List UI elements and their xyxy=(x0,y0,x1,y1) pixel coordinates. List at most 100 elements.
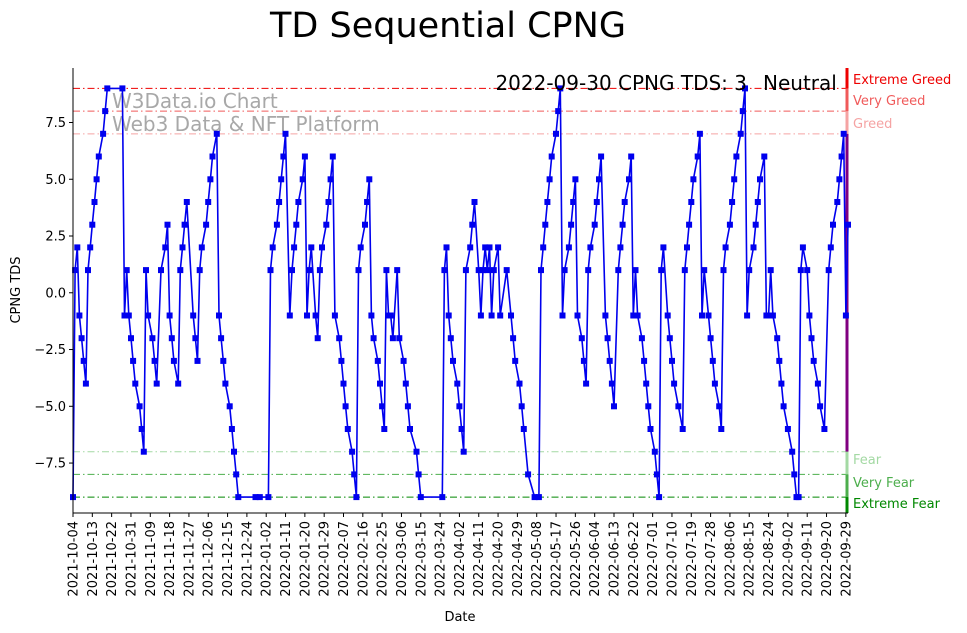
data-point xyxy=(548,153,555,160)
data-point xyxy=(177,267,184,274)
watermark-line-2: Web3 Data & NFT Platform xyxy=(112,112,380,136)
data-point xyxy=(123,267,130,274)
watermark-line-1: W3Data.io Chart xyxy=(112,89,278,113)
data-point xyxy=(166,312,173,319)
data-point xyxy=(355,267,362,274)
data-point xyxy=(194,357,201,364)
x-tick-label: 2022-08-24 xyxy=(762,521,777,597)
data-point xyxy=(370,335,377,342)
data-point xyxy=(319,244,325,251)
data-point xyxy=(769,312,776,319)
data-point xyxy=(598,153,605,160)
data-point xyxy=(482,244,489,251)
x-tick-label: 2022-06-04 xyxy=(588,521,603,597)
data-point xyxy=(553,130,559,137)
data-point xyxy=(125,312,132,319)
data-point xyxy=(757,176,763,183)
data-point xyxy=(351,471,358,478)
data-point xyxy=(591,221,598,228)
data-point xyxy=(203,221,210,228)
data-point xyxy=(280,153,287,160)
data-point xyxy=(252,494,259,501)
data-point xyxy=(443,244,450,251)
data-point xyxy=(647,426,654,432)
data-point xyxy=(718,426,725,432)
x-tick-label: 2022-09-02 xyxy=(781,521,796,597)
data-point xyxy=(439,494,446,501)
data-point xyxy=(830,221,836,228)
data-point xyxy=(158,267,164,274)
data-point xyxy=(342,403,349,410)
data-point xyxy=(450,357,456,364)
data-point xyxy=(136,403,143,410)
data-point xyxy=(362,221,368,228)
data-point xyxy=(404,403,411,410)
data-point xyxy=(357,244,364,251)
data-point xyxy=(574,312,581,319)
data-point xyxy=(615,267,622,274)
data-point xyxy=(316,267,323,274)
data-point xyxy=(596,176,602,183)
data-point xyxy=(78,335,85,342)
y-tick-label: 2.5 xyxy=(45,230,66,245)
data-point xyxy=(845,221,851,228)
data-point xyxy=(643,380,650,387)
data-point xyxy=(394,267,401,274)
data-point xyxy=(400,357,407,364)
y-axis-label: CPNG TDS xyxy=(9,256,24,323)
data-point xyxy=(619,221,626,228)
data-point xyxy=(282,130,289,137)
data-point xyxy=(222,380,229,387)
data-point xyxy=(130,357,137,364)
reference-lines xyxy=(73,87,848,498)
data-point xyxy=(121,312,128,319)
data-point xyxy=(621,199,628,205)
y-axis-ticks: −7.5 −5.0 −2.5 0.0 2.5 5.0 7.5 xyxy=(34,116,73,472)
data-point xyxy=(460,448,467,455)
data-point xyxy=(119,85,126,92)
data-point xyxy=(806,312,813,319)
data-point xyxy=(181,221,188,228)
data-point xyxy=(520,426,527,432)
data-point xyxy=(750,244,757,251)
data-point xyxy=(565,244,572,251)
data-point xyxy=(209,153,216,160)
x-tick-label: 2022-02-25 xyxy=(376,521,391,597)
data-point xyxy=(570,199,577,205)
data-point xyxy=(776,357,783,364)
data-point xyxy=(74,244,81,251)
x-tick-label: 2022-03-24 xyxy=(434,521,449,597)
data-point xyxy=(490,267,497,274)
data-point xyxy=(814,380,821,387)
x-tick-label: 2021-10-04 xyxy=(67,521,82,597)
data-point xyxy=(742,85,748,92)
data-point xyxy=(301,153,308,160)
y-tick-label: −7.5 xyxy=(34,457,66,472)
data-point xyxy=(233,471,240,478)
zone-label-very-greed: Very Greed xyxy=(853,94,925,109)
data-point xyxy=(76,312,83,319)
data-point xyxy=(396,335,403,342)
x-tick-label: 2022-04-29 xyxy=(511,521,526,597)
data-point xyxy=(325,199,332,205)
data-point xyxy=(580,357,587,364)
data-point xyxy=(836,176,843,183)
data-point xyxy=(789,448,796,455)
x-tick-label: 2021-11-09 xyxy=(144,521,159,597)
data-point xyxy=(471,199,478,205)
y-tick-label: −5.0 xyxy=(34,400,66,415)
data-point xyxy=(228,426,235,432)
x-tick-label: 2022-08-06 xyxy=(723,521,738,597)
data-point xyxy=(626,176,632,183)
data-point xyxy=(286,312,293,319)
data-point xyxy=(91,199,98,205)
data-point xyxy=(720,267,727,274)
data-point xyxy=(192,335,199,342)
x-tick-label: 2021-10-22 xyxy=(105,521,120,597)
data-point xyxy=(269,244,276,251)
data-point xyxy=(709,357,716,364)
x-tick-label: 2022-07-19 xyxy=(685,521,700,597)
data-point xyxy=(808,335,815,342)
data-point xyxy=(711,380,718,387)
x-tick-label: 2021-11-27 xyxy=(182,521,197,597)
